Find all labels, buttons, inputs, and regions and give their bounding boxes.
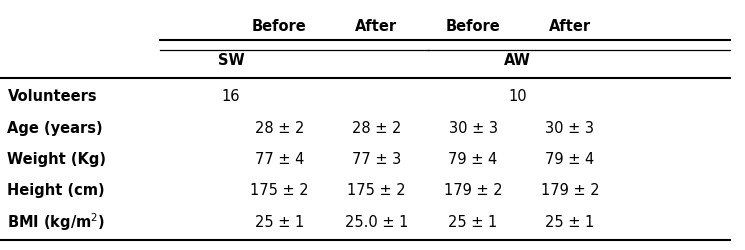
Text: 28 ± 2: 28 ± 2	[352, 120, 401, 135]
Text: 25 ± 1: 25 ± 1	[255, 214, 304, 229]
Text: Before: Before	[446, 19, 501, 34]
Text: 30 ± 3: 30 ± 3	[545, 120, 595, 135]
Text: Height (cm): Height (cm)	[7, 182, 105, 198]
Text: SW: SW	[218, 52, 244, 68]
Text: After: After	[355, 19, 397, 34]
Text: Before: Before	[252, 19, 307, 34]
Text: 175 ± 2: 175 ± 2	[250, 182, 308, 198]
Text: 16: 16	[222, 89, 240, 104]
Text: 179 ± 2: 179 ± 2	[444, 182, 502, 198]
Text: 30 ± 3: 30 ± 3	[448, 120, 498, 135]
Text: AW: AW	[504, 52, 531, 68]
Text: 175 ± 2: 175 ± 2	[347, 182, 405, 198]
Text: Volunteers: Volunteers	[7, 89, 97, 104]
Text: 25 ± 1: 25 ± 1	[545, 214, 595, 229]
Text: 25 ± 1: 25 ± 1	[448, 214, 498, 229]
Text: 179 ± 2: 179 ± 2	[541, 182, 599, 198]
Text: Age (years): Age (years)	[7, 120, 103, 135]
Text: 10: 10	[508, 89, 527, 104]
Text: 25.0 ± 1: 25.0 ± 1	[344, 214, 408, 229]
Text: 79 ± 4: 79 ± 4	[448, 151, 498, 166]
Text: After: After	[549, 19, 591, 34]
Text: 77 ± 3: 77 ± 3	[352, 151, 401, 166]
Text: 28 ± 2: 28 ± 2	[255, 120, 304, 135]
Text: Weight (Kg): Weight (Kg)	[7, 151, 107, 166]
Text: 79 ± 4: 79 ± 4	[545, 151, 595, 166]
Text: 77 ± 4: 77 ± 4	[255, 151, 304, 166]
Text: BMI (kg/m$^2$): BMI (kg/m$^2$)	[7, 210, 106, 232]
